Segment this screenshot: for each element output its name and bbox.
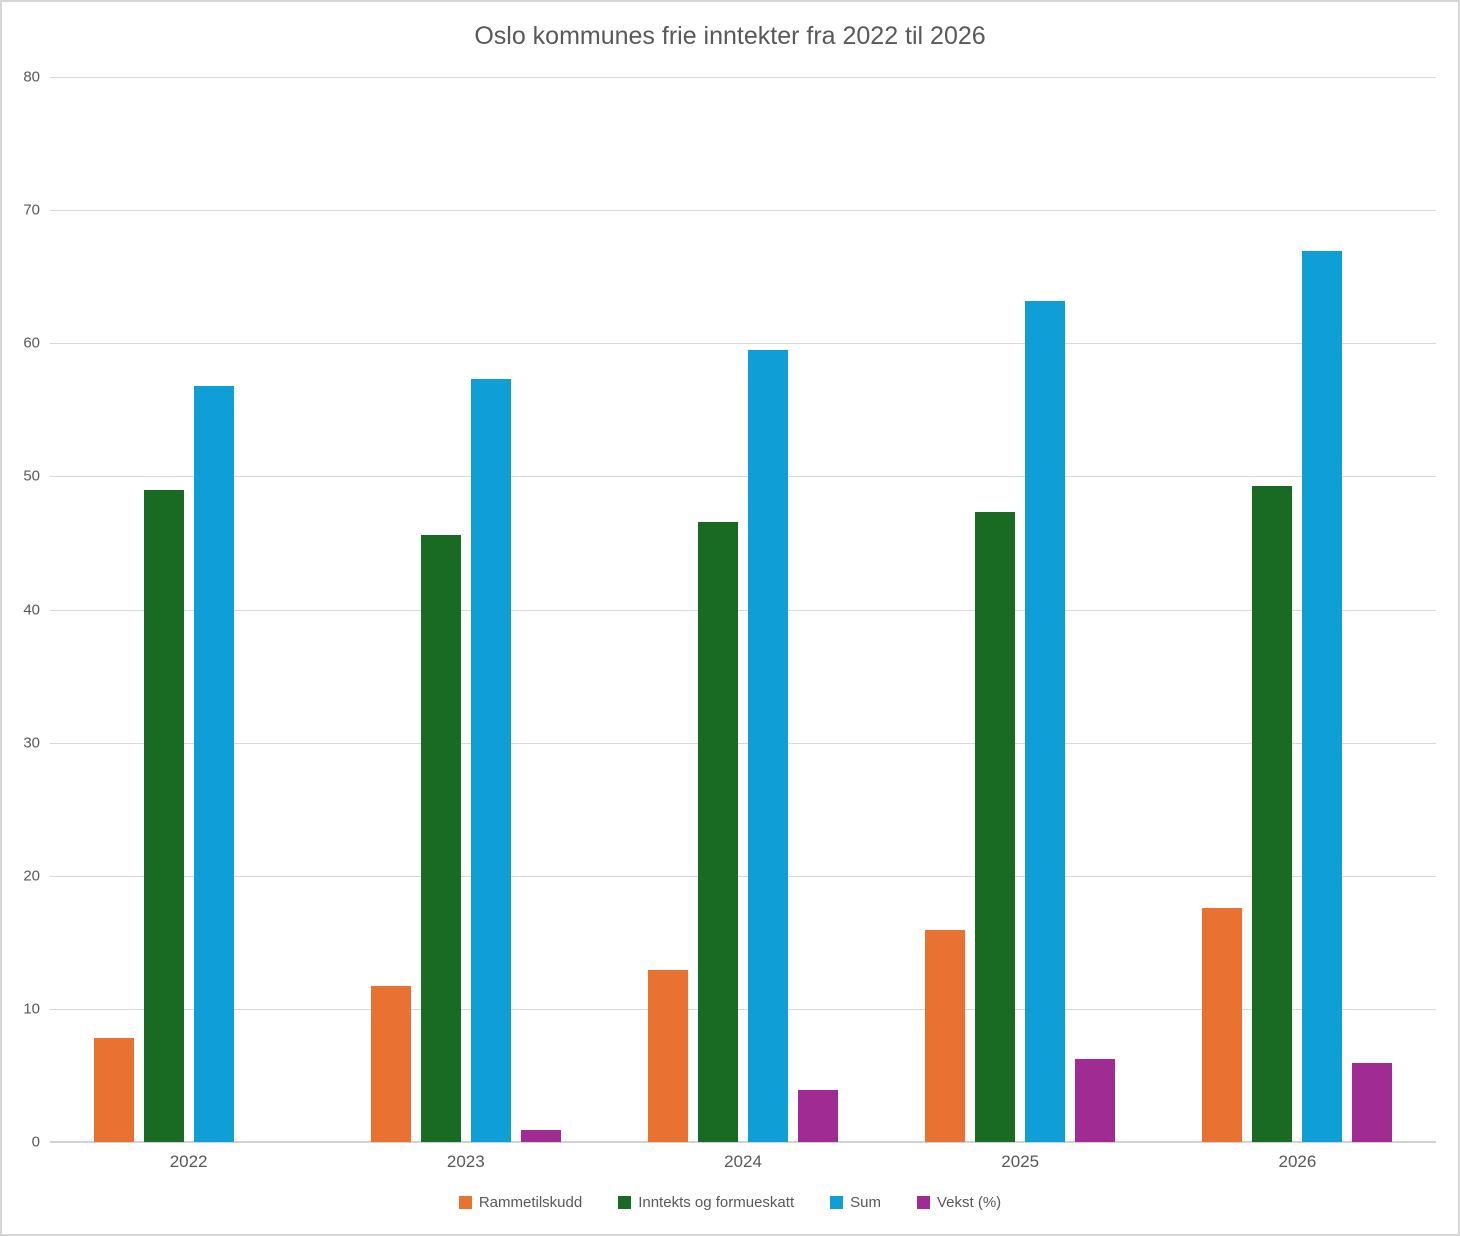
legend-swatch-vekst (916, 1196, 930, 1209)
x-axis-labels: 2022 2023 2024 2025 2026 (50, 1152, 1436, 1172)
y-tick-label-80: 80 (23, 68, 40, 86)
bar-sum-2022 (193, 385, 234, 1142)
gridline-30 (50, 742, 1436, 744)
gridline-80 (50, 77, 1436, 78)
bar-inntekts-og-formueskatt-2026 (1252, 485, 1293, 1142)
bar-sum-2023 (470, 379, 511, 1142)
y-tick-label-0: 0 (31, 1133, 40, 1151)
legend-swatch-rammetilskudd (458, 1196, 472, 1209)
bar-inntekts-og-formueskatt-2022 (143, 489, 184, 1142)
gridline-50 (50, 476, 1436, 478)
bar-rammetilskudd-2023 (370, 986, 411, 1142)
legend-item-vekst: Vekst (%) (916, 1194, 1002, 1211)
bar-inntekts-og-formueskatt-2025 (975, 512, 1016, 1142)
x-tick-label-2025: 2025 (1001, 1152, 1040, 1171)
legend-swatch-inntekts-og-formueskatt (618, 1196, 632, 1209)
bar-sum-2025 (1025, 300, 1066, 1142)
gridline-20 (50, 875, 1436, 877)
bar-rammetilskudd-2026 (1202, 907, 1243, 1142)
bar-vekst-2023 (520, 1130, 561, 1142)
bar-group-2022 (50, 77, 327, 1142)
y-tick-label-20: 20 (23, 867, 40, 885)
x-tick-label-2022: 2022 (169, 1152, 208, 1171)
bar-group-2023 (327, 77, 604, 1142)
bar-vekst-2026 (1352, 1063, 1393, 1142)
bar-rammetilskudd-2022 (93, 1038, 134, 1142)
bar-group-2024 (604, 77, 881, 1142)
bar-sum-2026 (1302, 251, 1343, 1142)
bar-inntekts-og-formueskatt-2024 (697, 521, 738, 1142)
bar-group-2025 (882, 77, 1159, 1142)
legend-label-vekst: Vekst (%) (936, 1194, 1002, 1211)
y-axis-labels: 0 10 20 30 40 50 60 70 80 (2, 69, 40, 1151)
bar-group-2026 (1159, 77, 1436, 1142)
legend-item-sum: Sum (830, 1194, 881, 1211)
legend-swatch-sum (830, 1196, 844, 1209)
y-tick-label-50: 50 (23, 467, 40, 485)
gridline-10 (50, 1008, 1436, 1010)
gridline-40 (50, 609, 1436, 611)
legend: Rammetilskudd Inntekts og formueskatt Sum V… (2, 1194, 1458, 1211)
x-tick-label-2024: 2024 (724, 1152, 762, 1171)
y-tick-label-40: 40 (23, 601, 40, 618)
legend-item-inntekts-og-formueskatt: Inntekts og formueskatt (618, 1194, 794, 1211)
bar-vekst-2024 (797, 1090, 838, 1142)
plot-area (50, 77, 1436, 1143)
y-tick-label-60: 60 (23, 334, 40, 352)
x-tick-label-2026: 2026 (1278, 1152, 1317, 1171)
legend-label-sum: Sum (850, 1194, 881, 1211)
chart-title: Oslo kommunes frie inntekter fra 2022 ti… (474, 22, 986, 50)
bar-rammetilskudd-2024 (647, 970, 688, 1142)
y-tick-label-10: 10 (23, 1000, 40, 1018)
bar-vekst-2025 (1075, 1059, 1116, 1142)
x-axis-line (50, 1141, 1436, 1143)
y-tick-label-70: 70 (23, 201, 40, 219)
bar-sum-2024 (747, 349, 788, 1142)
bar-rammetilskudd-2025 (925, 930, 966, 1142)
legend-label-inntekts-og-formueskatt: Inntekts og formueskatt (638, 1194, 795, 1211)
legend-label-rammetilskudd: Rammetilskudd (478, 1194, 583, 1211)
x-tick-label-2023: 2023 (446, 1152, 485, 1171)
legend-item-rammetilskudd: Rammetilskudd (458, 1194, 583, 1211)
bar-inntekts-og-formueskatt-2023 (420, 534, 461, 1142)
y-tick-label-30: 30 (23, 734, 40, 752)
gridline-60 (50, 343, 1436, 345)
gridline-70 (50, 210, 1436, 212)
